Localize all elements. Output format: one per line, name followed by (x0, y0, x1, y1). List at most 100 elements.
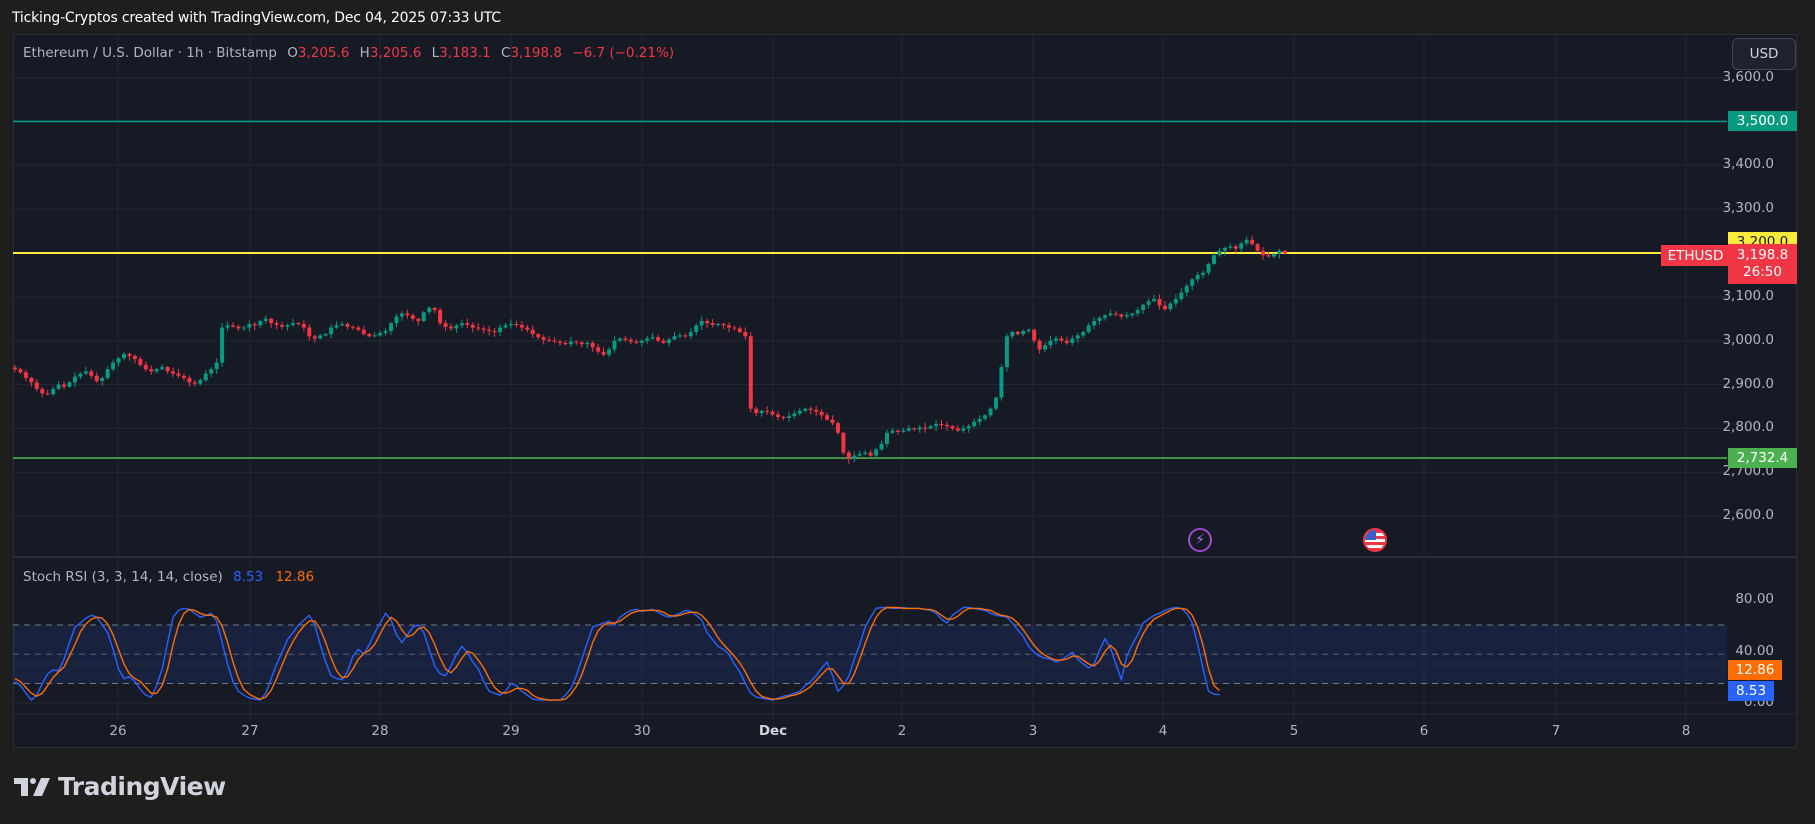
candle-body (694, 325, 699, 332)
candle-body (1255, 244, 1260, 251)
candle-body (1070, 338, 1075, 343)
candle-body (710, 323, 715, 325)
candle-body (399, 313, 404, 317)
candle-body (961, 428, 966, 431)
open-label: O (287, 45, 298, 61)
low-value: 3,183.1 (439, 45, 491, 61)
candle-body (650, 337, 655, 339)
candle-body (590, 342, 595, 348)
candle-body (688, 331, 693, 337)
change-value: −6.7 (−0.21%) (572, 45, 675, 61)
candle-body (547, 339, 552, 341)
candle-body (192, 382, 197, 384)
rsi-tick-40: 40.00 (1735, 643, 1774, 659)
candle-body (149, 369, 154, 372)
candle-body (443, 323, 448, 327)
chart-frame (13, 34, 1797, 748)
candle-body (56, 384, 61, 389)
candle-body (1244, 239, 1249, 244)
candle-body (574, 341, 579, 343)
candle-body (1097, 317, 1102, 321)
candle-body (1162, 305, 1167, 310)
candle-body (912, 428, 917, 430)
candle-body (111, 362, 116, 370)
candle-body (825, 415, 830, 420)
candle-body (1282, 250, 1287, 254)
candle-body (944, 424, 949, 427)
earnings-lightning-icon[interactable]: ⚡ (1188, 528, 1212, 552)
candle-body (596, 347, 601, 352)
close-value: 3,198.8 (510, 45, 562, 61)
candle-body (143, 364, 148, 370)
candle-body (857, 453, 862, 456)
price-tick: 2,600.0 (1722, 507, 1774, 524)
candle-body (874, 449, 879, 456)
candle-body (176, 373, 181, 376)
candle-body (410, 315, 415, 319)
candle-body (983, 415, 988, 419)
candle-body (934, 424, 939, 427)
us-economic-event-flag-icon[interactable] (1363, 528, 1387, 552)
candle-body (481, 328, 486, 330)
symbol-title: Ethereum / U.S. Dollar · 1h · Bitstamp (23, 45, 277, 61)
candle-body (1048, 340, 1053, 346)
candle-body (383, 331, 388, 333)
candle-body (132, 356, 137, 360)
time-tick: 28 (371, 723, 389, 739)
currency-button[interactable]: USD (1732, 38, 1796, 70)
candle-body (1179, 292, 1184, 300)
tradingview-logo-icon (14, 777, 50, 796)
price-tick: 3,600.0 (1722, 68, 1774, 85)
candle-body (601, 351, 606, 355)
candle-body (1152, 299, 1157, 302)
candle-body (748, 336, 753, 409)
candle-body (1075, 335, 1080, 339)
symbol-legend[interactable]: Ethereum / U.S. Dollar · 1h · Bitstamp O… (23, 45, 674, 61)
candle-body (231, 325, 235, 327)
candle-body (1190, 279, 1195, 286)
candle-body (1092, 320, 1097, 326)
time-tick: Dec (758, 723, 788, 739)
candle-body (214, 362, 219, 370)
candle-body (1250, 239, 1255, 245)
candle-body (296, 323, 301, 325)
candle-body (459, 323, 464, 326)
time-tick: 6 (1419, 723, 1429, 739)
chart-canvas[interactable] (13, 34, 1797, 748)
candle-body (269, 318, 274, 324)
candle-body (950, 426, 955, 429)
candle-body (340, 324, 344, 326)
stoch-d-tag: 12.86 (1728, 660, 1782, 680)
candle-body (972, 421, 977, 427)
candle-body (1004, 336, 1009, 368)
resistance-line-3500-tag: 3,500.0 (1728, 111, 1797, 132)
candle-body (285, 324, 290, 327)
candle-body (656, 337, 661, 341)
candle-body (29, 377, 34, 383)
price-tick: 3,000.0 (1722, 331, 1774, 348)
candle-body (617, 338, 622, 341)
candle-body (977, 418, 982, 422)
candle-body (579, 342, 584, 345)
candle-body (72, 376, 77, 383)
candle-body (1271, 253, 1276, 257)
candle-body (1217, 250, 1222, 256)
candle-body (786, 416, 791, 418)
candle-body (1124, 315, 1129, 317)
candle-body (737, 328, 742, 332)
candle-body (830, 419, 835, 424)
candle-body (116, 358, 121, 363)
candle-body (1026, 329, 1031, 332)
stoch-d-value: 12.86 (275, 569, 315, 585)
candle-body (51, 388, 56, 395)
candle-body (301, 324, 306, 328)
tradingview-wordmark: TradingView (58, 772, 226, 801)
candle-body (1010, 331, 1015, 337)
candle-body (307, 327, 312, 337)
candle-body (329, 327, 334, 335)
stoch-rsi-legend[interactable]: Stoch RSI (3, 3, 14, 14, close) 8.53 12.… (23, 569, 314, 585)
candle-body (819, 411, 824, 416)
candle-body (465, 323, 470, 325)
candle-body (716, 324, 721, 326)
tradingview-logo[interactable]: TradingView (14, 772, 226, 801)
